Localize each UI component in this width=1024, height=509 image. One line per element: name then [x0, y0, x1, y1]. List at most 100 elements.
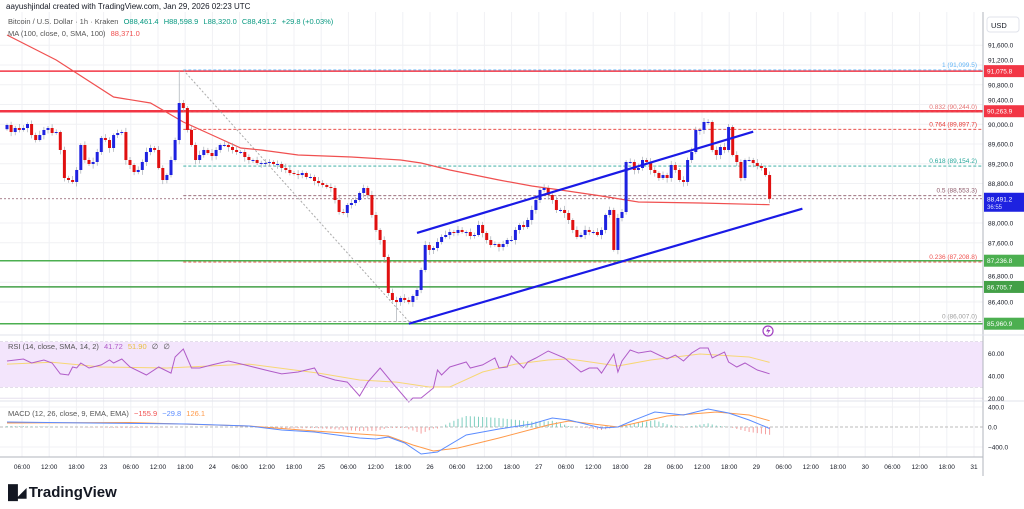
candle [194, 142, 198, 165]
candle-body [67, 177, 70, 181]
candle [706, 119, 710, 126]
fib-level-label: 0.236 (87,208.8) [929, 254, 977, 261]
candle-body [210, 152, 214, 157]
candle-body [567, 212, 571, 221]
macd-tick-label: −400.0 [988, 445, 1008, 452]
candle-body [337, 200, 341, 213]
candle-body [91, 161, 95, 165]
candle [743, 158, 747, 181]
fib-trend-line[interactable] [182, 69, 410, 322]
candle-body [608, 209, 612, 215]
candle [140, 159, 144, 175]
candle-body [62, 149, 66, 178]
candle-body [267, 161, 271, 163]
candle [702, 118, 706, 134]
candle [661, 171, 665, 180]
candle [157, 146, 161, 170]
rsi-pane [6, 347, 770, 403]
price-axis[interactable]: USD 60.00 40.00 20.00 400.0 0.0 −400.0 91,075.… [984, 16, 1024, 452]
candle [542, 184, 546, 193]
candle-body [472, 235, 476, 237]
candle [419, 267, 423, 294]
candle-body [477, 224, 480, 236]
candle-body [706, 121, 710, 123]
candle [489, 236, 493, 248]
candle-body [526, 220, 530, 228]
candle-body [456, 229, 460, 233]
fib-retracement[interactable]: 1 (91,099.5) 0.832 (90,244.0) 0.764 (89,89… [182, 62, 983, 322]
fib-level-label: 0.5 (88,553.3) [937, 188, 977, 195]
candle [243, 148, 247, 162]
time-label: 12:00 [259, 464, 276, 471]
candle-body [386, 256, 390, 293]
candle-body [21, 128, 25, 130]
candle [390, 288, 394, 303]
rsi-sma-line [6, 353, 770, 388]
candle [153, 145, 157, 153]
candle [534, 196, 538, 214]
candle-body [132, 164, 136, 173]
candle [218, 143, 222, 153]
candle-body [686, 160, 690, 182]
candle [755, 158, 759, 170]
candle-body [661, 175, 665, 178]
candle [362, 184, 366, 198]
candle [616, 213, 620, 255]
candle [185, 106, 189, 133]
candle-body [489, 240, 493, 245]
rising-channel[interactable] [408, 130, 803, 325]
candle-body [583, 229, 587, 236]
macd-legend[interactable]: MACD (12, 26, close, 9, EMA, EMA) −155.9… [8, 409, 208, 418]
fib-level-label: 0 (86,007.0) [942, 313, 977, 320]
candle [173, 137, 177, 162]
candle-body [735, 155, 739, 162]
candle [665, 172, 669, 183]
candle [30, 120, 34, 139]
ma-legend[interactable]: MA (100, close, 0, SMA, 100) 88,371.0 [8, 29, 143, 38]
candle-body [513, 229, 517, 241]
candle-body [13, 128, 17, 133]
time-label: 25 [318, 464, 326, 471]
channel-upper-line[interactable] [416, 130, 754, 234]
candle [214, 147, 218, 160]
price-tick-label: 86,800.0 [988, 273, 1014, 280]
price-tick-label: 89,200.0 [988, 161, 1014, 168]
candle-body [165, 175, 169, 181]
candle-body [292, 172, 296, 174]
candle-body [436, 241, 439, 249]
candle-body [587, 229, 591, 233]
candle [161, 165, 165, 185]
candle [427, 241, 431, 255]
candle-body [144, 152, 148, 162]
candle [108, 137, 111, 153]
lightning-icon[interactable] [762, 325, 774, 337]
candle-body [440, 236, 444, 242]
candle-body [140, 161, 144, 170]
candle-body [296, 173, 300, 176]
candle [198, 150, 202, 164]
candle [628, 158, 632, 164]
candle-body [272, 161, 275, 165]
channel-lower-line[interactable] [408, 207, 803, 325]
candle-body [366, 188, 370, 196]
rsi-legend[interactable]: RSI (14, close, SMA, 14, 2) 41.72 51.90 … [8, 342, 173, 351]
time-label: 12:00 [694, 464, 711, 471]
candle-body [329, 187, 333, 189]
tradingview-logo[interactable]: █◢ TradingView [8, 484, 117, 501]
candle [62, 146, 66, 182]
candle [91, 157, 95, 169]
candle-body [243, 152, 247, 157]
candle [280, 161, 284, 173]
candle [513, 227, 517, 245]
candle-body [714, 149, 718, 156]
price-tick-label: 89,600.0 [988, 142, 1014, 149]
candle [103, 134, 107, 143]
candle-body [358, 192, 362, 201]
candle-body [559, 209, 562, 211]
currency-badge[interactable] [986, 16, 1020, 33]
candle [321, 180, 325, 188]
time-axis[interactable]: 06:00 12:00 18:00 23 06:00 12:00 18:00 24 06:00 1… [14, 464, 978, 471]
candle-body [255, 160, 259, 163]
symbol-name[interactable]: Bitcoin / U.S. Dollar · 1h · Kraken [8, 17, 119, 26]
